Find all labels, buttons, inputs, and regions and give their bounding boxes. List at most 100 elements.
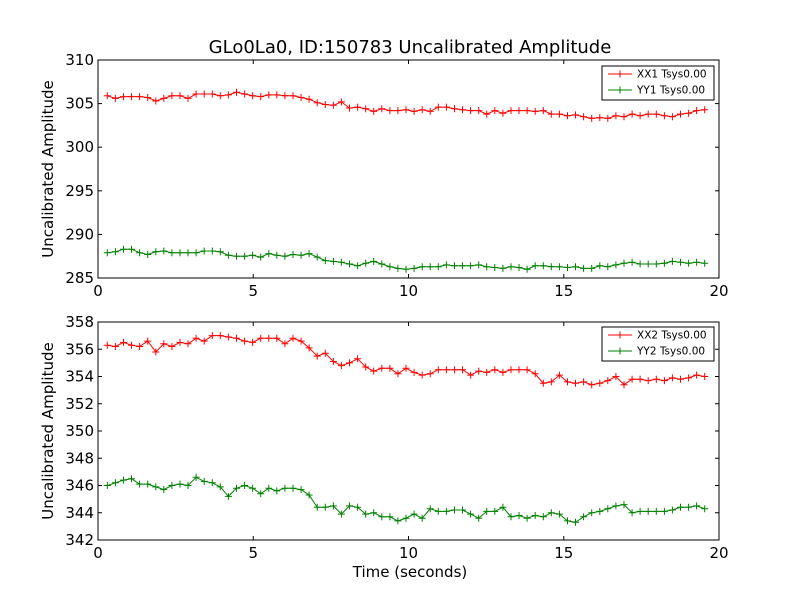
- bottom-y-tick-label: 346: [65, 477, 94, 495]
- bottom-y-tick-label: 358: [65, 313, 94, 331]
- bottom-series-1-point: [273, 487, 281, 495]
- bottom-series-0-point: [491, 366, 499, 374]
- top-series-0-point: [644, 110, 652, 118]
- top-series-0-point: [531, 107, 539, 115]
- top-series-0: [103, 88, 709, 122]
- top-series-1-point: [192, 249, 200, 257]
- top-series-1-point: [337, 258, 345, 266]
- top-series-0-point: [612, 112, 620, 120]
- bottom-series-1-point: [321, 503, 329, 511]
- bottom-series-1-point: [410, 510, 418, 518]
- bottom-series-1-point: [370, 509, 378, 517]
- top-series-0-point: [418, 106, 426, 114]
- bottom-series-1-point: [467, 510, 475, 518]
- top-series-1-point: [644, 260, 652, 268]
- top-series-1-point: [668, 257, 676, 265]
- top-series-1: [103, 245, 709, 273]
- bottom-series-1-point: [168, 482, 176, 489]
- bottom-y-tick-label: 344: [65, 504, 94, 522]
- bottom-series-1-point: [184, 482, 192, 489]
- top-x-tick-label: 20: [709, 282, 728, 300]
- bottom-series-0-point: [685, 374, 693, 382]
- bottom-series-1-point: [628, 509, 636, 517]
- top-x-tick-label: 0: [93, 282, 103, 300]
- bottom-series-1-point: [596, 507, 604, 515]
- top-series-0-point: [136, 93, 144, 101]
- top-series-0-point: [313, 99, 321, 107]
- top-series-0-point: [668, 113, 676, 121]
- bottom-series-0-point: [572, 379, 579, 387]
- top-series-0-point: [176, 92, 184, 100]
- bottom-series-0-point: [539, 379, 547, 387]
- top-series-1-point: [491, 264, 499, 271]
- top-series-0-point: [289, 92, 297, 100]
- top-series-0-point: [168, 92, 176, 100]
- top-series-0-point: [111, 94, 119, 102]
- bottom-series-0-point: [168, 343, 176, 350]
- top-series-0-point: [693, 107, 701, 115]
- top-series-1-point: [677, 258, 684, 266]
- bottom-x-tick-label: 15: [554, 544, 573, 562]
- top-series-1-point: [620, 259, 628, 267]
- top-series-1-point: [701, 259, 709, 267]
- bottom-series-0-point: [321, 349, 329, 357]
- top-series-1-point: [111, 248, 119, 256]
- top-series-1-point: [386, 263, 394, 271]
- bottom-series-0-point: [208, 332, 216, 340]
- top-series-1-point: [144, 251, 152, 258]
- bottom-series-0-point: [144, 337, 152, 345]
- top-series-0-point: [620, 113, 628, 121]
- bottom-series-0-point: [499, 368, 507, 376]
- bottom-y-tick-label: 350: [65, 422, 94, 440]
- top-series-1-point: [451, 262, 458, 270]
- bottom-series-1-point: [636, 507, 644, 515]
- bottom-legend: XX2 Tsys0.00 YY2 Tsys0.00: [601, 326, 715, 362]
- top-series-1-point: [233, 252, 240, 260]
- top-series-0-point: [475, 107, 483, 115]
- top-series-0-point: [265, 91, 273, 99]
- top-legend-label-xx1: XX1 Tsys0.00: [637, 69, 707, 81]
- bottom-series-1-point: [652, 507, 660, 515]
- bottom-series-1-point: [588, 509, 596, 517]
- bottom-series-1-point: [483, 507, 491, 515]
- top-legend-label-yy1: YY1 Tsys0.00: [636, 85, 705, 97]
- bottom-series-0-point: [507, 366, 515, 374]
- bottom-series-1-point: [459, 506, 466, 514]
- bottom-series-1-point: [362, 510, 370, 518]
- bottom-series-0-point: [329, 358, 337, 365]
- top-series-1-point: [200, 247, 208, 255]
- bottom-x-tick-label: 20: [709, 544, 728, 562]
- bottom-series-1-point: [160, 486, 168, 494]
- top-series-1-point: [442, 261, 450, 269]
- top-series-1-point: [394, 264, 402, 272]
- bottom-series-0-point: [459, 366, 466, 374]
- bottom-series-1-point: [523, 514, 531, 522]
- bottom-series-1-point: [660, 507, 668, 515]
- bottom-series-0-point: [410, 368, 418, 376]
- top-series-1-point: [313, 253, 321, 261]
- bottom-y-tick-label: 352: [65, 395, 94, 413]
- bottom-x-tick-label: 10: [399, 544, 418, 562]
- bottom-series-1-point: [224, 492, 232, 500]
- top-series-1-point: [499, 264, 507, 272]
- bottom-series-1-point: [394, 517, 402, 525]
- top-series-0-point: [539, 107, 547, 115]
- bottom-series-0-point: [152, 348, 160, 356]
- bottom-series-0-point: [289, 334, 297, 342]
- bottom-series-1-point: [152, 483, 160, 491]
- bottom-series-1-point: [475, 514, 483, 522]
- bottom-series-1-point: [677, 503, 684, 511]
- top-series-0-point: [362, 105, 370, 113]
- top-legend-frame: [601, 65, 715, 101]
- bottom-series-0-point: [604, 377, 612, 385]
- bottom-series-1-point: [233, 484, 240, 492]
- bottom-series-0-point: [426, 370, 434, 378]
- bottom-series-1-point: [176, 480, 184, 488]
- bottom-series-1-point: [386, 513, 394, 521]
- bottom-legend-frame: [601, 326, 715, 362]
- bottom-series-0-point: [297, 337, 305, 345]
- bottom-series-0-point: [475, 367, 483, 375]
- top-series-1-point: [208, 247, 216, 255]
- top-series-1-point: [580, 264, 588, 272]
